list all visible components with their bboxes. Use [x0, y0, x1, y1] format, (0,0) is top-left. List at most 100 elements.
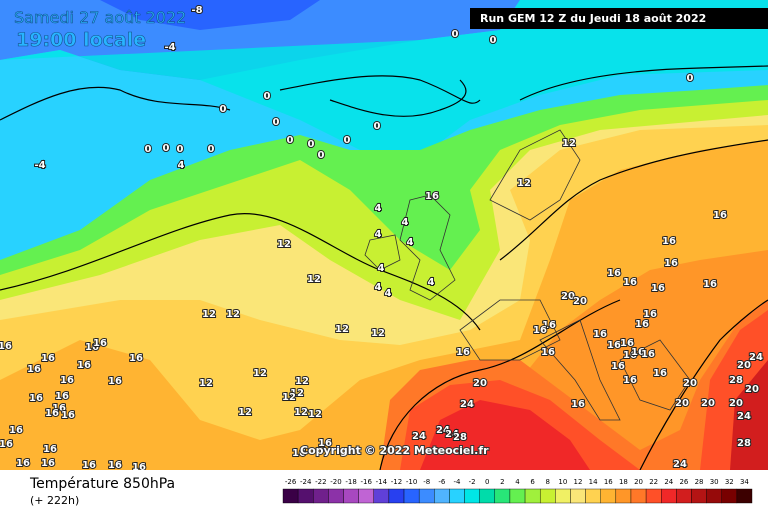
colorbar-swatch [464, 488, 480, 504]
contour-label: 24 [737, 411, 751, 422]
colorbar-swatch [509, 488, 526, 504]
contour-label: 4 [178, 160, 185, 171]
colorbar-tick-label: 18 [619, 478, 628, 486]
colorbar-tick-label: -26 [285, 478, 297, 486]
colorbar-swatch [343, 488, 359, 504]
contour-label: 12 [202, 309, 216, 320]
contour-label: 12 [307, 274, 321, 285]
colorbar-swatch [676, 488, 692, 504]
contour-label: 16 [607, 340, 621, 351]
contour-label: 16 [425, 191, 439, 202]
contour-label: 12 [335, 324, 349, 335]
colorbar-swatch [282, 488, 299, 504]
colorbar-swatch [494, 488, 511, 504]
contour-label: 12 [199, 378, 213, 389]
contour-label: 24 [673, 459, 687, 470]
contour-label: 16 [607, 268, 621, 279]
colorbar-tick-label: 4 [515, 478, 520, 486]
contour-label: 4 [385, 288, 392, 299]
contour-label: 24 [445, 429, 459, 440]
colorbar-swatch [691, 488, 707, 504]
contour-label: 4 [375, 282, 382, 293]
run-label: Run GEM 12 Z du Jeudi 18 août 2022 [480, 12, 706, 25]
colorbar-swatch [434, 488, 450, 504]
contour-label: 28 [453, 432, 467, 443]
contour-label: 0 [208, 144, 215, 155]
colorbar-tick-label: 12 [574, 478, 583, 486]
colorbar-tick-label: -12 [391, 478, 402, 486]
contour-label: 16 [82, 460, 96, 471]
contour-label: 4 [407, 237, 414, 248]
contour-label: 0 [264, 91, 271, 102]
contour-label: 0 [220, 104, 227, 115]
contour-label: 16 [0, 439, 13, 450]
contour-label: 0 [344, 135, 351, 146]
copyright: Copyright © 2022 Meteociel.fr [300, 444, 489, 457]
contour-label: 16 [43, 444, 57, 455]
contour-label: 0 [273, 117, 280, 128]
temperature-field [0, 0, 768, 470]
contour-label: 12 [294, 407, 308, 418]
colorbar-tick-label: -2 [469, 478, 476, 486]
colorbar-swatch [615, 488, 632, 504]
contour-label: 16 [631, 347, 645, 358]
contour-label: 16 [635, 319, 649, 330]
colorbar-tick-label: 32 [725, 478, 734, 486]
colorbar-tick-label: -10 [406, 478, 417, 486]
contour-label: 16 [623, 350, 637, 361]
colorbar-swatch [403, 488, 420, 504]
colorbar-tick-label: -20 [330, 478, 341, 486]
contour-label: 16 [651, 283, 665, 294]
colorbar-swatch [539, 488, 556, 504]
colorbar-tick-label: 24 [664, 478, 673, 486]
colorbar-swatch [388, 488, 405, 504]
contour-label: 0 [490, 35, 497, 46]
colorbar-tick-label: 14 [589, 478, 598, 486]
colorbar-swatch [373, 488, 390, 504]
colorbar-tick-label: -6 [438, 478, 446, 486]
contour-label: 12 [253, 368, 267, 379]
contour-label: 16 [571, 399, 585, 410]
contour-label: 16 [620, 338, 634, 349]
contour-label: 4 [375, 229, 382, 240]
colorbar-swatch [706, 488, 722, 504]
contour-label: 20 [745, 384, 759, 395]
contour-label: 28 [729, 375, 743, 386]
map-date: Samedi 27 août 2022 [14, 8, 186, 27]
colorbar-tick-label: -18 [345, 478, 356, 486]
contour-label: 28 [737, 438, 751, 449]
colorbar-tick-label: 16 [604, 478, 613, 486]
contour-label: 4 [375, 203, 382, 214]
colorbar-tick-label: 2 [500, 478, 504, 486]
colorbar-swatch [555, 488, 571, 504]
contour-label: 0 [318, 150, 325, 161]
contour-label: 16 [93, 338, 107, 349]
colorbar-swatch [585, 488, 601, 504]
colorbar-swatch [721, 488, 738, 504]
contour-label: 16 [703, 279, 717, 290]
contour-label: 16 [664, 258, 678, 269]
colorbar-tick-label: 20 [634, 478, 643, 486]
contour-label: 12 [562, 138, 576, 149]
contour-label: 20 [675, 398, 689, 409]
colorbar-swatch [645, 488, 662, 504]
colorbar-swatch [736, 488, 753, 504]
contour-label: 16 [16, 458, 30, 469]
contour-label: 20 [473, 378, 487, 389]
colorbar-tick-label: 28 [695, 478, 704, 486]
colorbar-swatch [358, 488, 374, 504]
contour-label: 16 [643, 309, 657, 320]
colorbar-swatch [524, 488, 541, 504]
contour-label: 16 [623, 375, 637, 386]
colorbar-swatch [630, 488, 647, 504]
colorbar-tick-label: -22 [315, 478, 326, 486]
contour-label: 16 [318, 438, 332, 449]
contour-label: 16 [27, 364, 41, 375]
contour-label: 16 [129, 353, 143, 364]
contour-label: 24 [749, 352, 763, 363]
map-time: 19:00 locale [16, 29, 146, 51]
contour-label: 16 [542, 320, 556, 331]
colorbar-tick-label: 6 [530, 478, 535, 486]
